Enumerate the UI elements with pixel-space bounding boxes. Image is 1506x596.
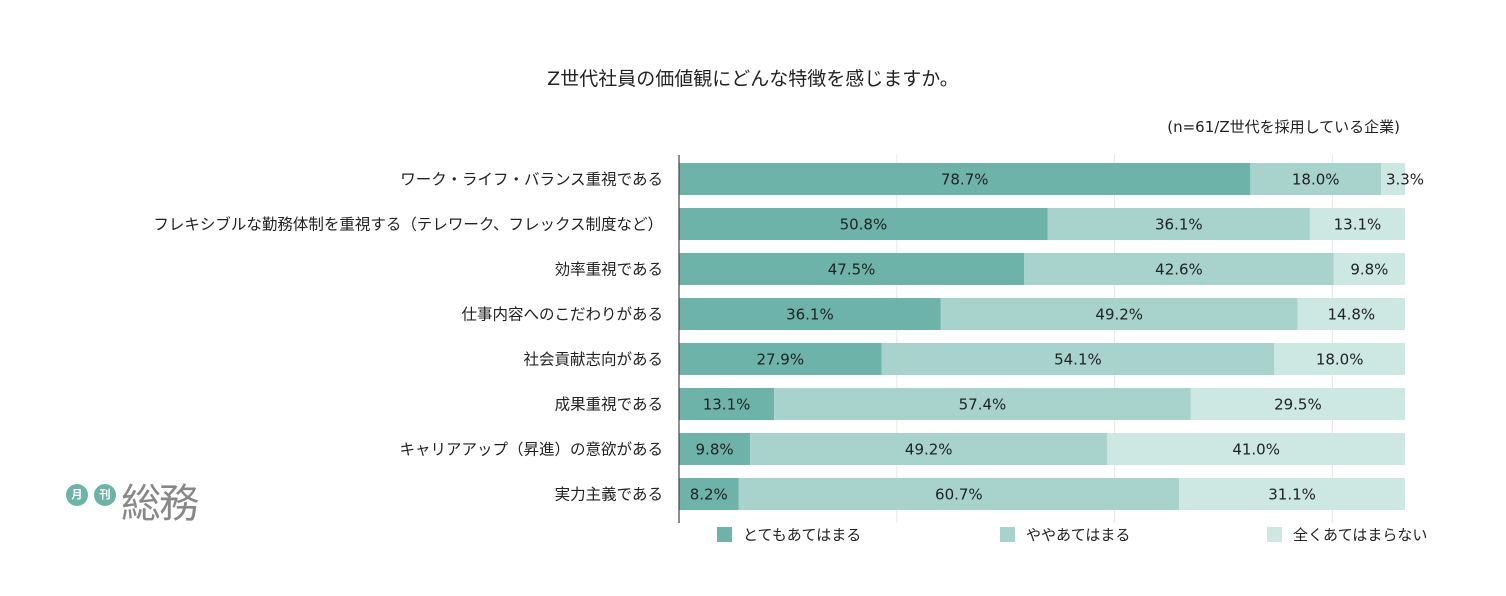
bar-5-2 — [1190, 388, 1405, 420]
data-label-6-2: 41.0% — [1232, 441, 1280, 459]
data-label-3-2: 14.8% — [1328, 306, 1376, 324]
data-label-1-2: 13.1% — [1334, 216, 1382, 234]
bar-7-0 — [679, 478, 739, 510]
bar-2-0 — [679, 253, 1025, 285]
bar-5-0 — [679, 388, 775, 420]
data-label-3-1: 49.2% — [1095, 306, 1143, 324]
category-label-1: フレキシブルな勤務体制を重視する（テレワーク、フレックス制度など） — [153, 215, 663, 234]
category-label-5: 成果重視である — [555, 396, 663, 414]
bar-6-0 — [679, 433, 751, 465]
data-label-6-1: 49.2% — [905, 441, 953, 459]
chart-title: Z世代社員の価値観にどんな特徴を感じますか。 — [547, 68, 959, 90]
data-label-7-0: 8.2% — [690, 486, 728, 504]
category-label-6: キャリアアップ（昇進）の意欲がある — [399, 440, 663, 459]
data-label-6-0: 9.8% — [696, 441, 734, 459]
data-label-0-2: 3.3% — [1386, 171, 1424, 189]
legend-swatch-0 — [717, 527, 732, 542]
bar-3-2 — [1297, 298, 1405, 330]
data-label-0-1: 18.0% — [1292, 171, 1340, 189]
bar-4-2 — [1274, 343, 1405, 375]
data-label-1-0: 50.8% — [840, 216, 888, 234]
bar-3-0 — [679, 298, 941, 330]
data-label-2-0: 47.5% — [828, 261, 876, 279]
sample-note: (n=61/Z世代を採用している企業) — [1167, 118, 1400, 136]
bar-0-0 — [679, 163, 1251, 195]
bar-7-2 — [1179, 478, 1405, 510]
bar-6-2 — [1107, 433, 1405, 465]
bar-5-1 — [774, 388, 1191, 420]
data-label-5-0: 13.1% — [703, 396, 751, 414]
legend-swatch-1 — [1000, 527, 1015, 542]
bar-1-2 — [1309, 208, 1405, 240]
publisher-logo: 月 刊 総務 — [66, 480, 206, 532]
data-label-2-1: 42.6% — [1155, 261, 1203, 279]
data-label-2-2: 9.8% — [1350, 261, 1388, 279]
legend-label-1: ややあてはまる — [1026, 526, 1130, 544]
data-label-5-2: 29.5% — [1274, 396, 1322, 414]
category-label-0: ワーク・ライフ・バランス重視である — [400, 171, 663, 189]
logo-badge-2: 刊 — [94, 484, 116, 506]
bar-7-1 — [738, 478, 1180, 510]
data-label-4-0: 27.9% — [756, 351, 804, 369]
data-label-1-1: 36.1% — [1155, 216, 1203, 234]
data-label-5-1: 57.4% — [959, 396, 1007, 414]
data-label-3-0: 36.1% — [786, 306, 834, 324]
bar-0-2 — [1381, 163, 1405, 195]
bar-4-0 — [679, 343, 882, 375]
legend-label-2: 全くあてはまらない — [1293, 526, 1427, 544]
bar-1-0 — [679, 208, 1048, 240]
bar-3-1 — [940, 298, 1298, 330]
legend-swatch-2 — [1267, 527, 1282, 542]
bar-4-1 — [881, 343, 1275, 375]
bar-1-1 — [1047, 208, 1310, 240]
category-label-2: 効率重視である — [555, 261, 663, 279]
data-label-7-1: 60.7% — [935, 486, 983, 504]
category-label-4: 社会貢献志向がある — [523, 351, 663, 369]
legend-label-0: とてもあてはまる — [743, 526, 861, 544]
logo-badge-1: 月 — [66, 484, 88, 506]
data-label-7-2: 31.1% — [1268, 486, 1316, 504]
category-label-7: 実力主義である — [555, 486, 663, 504]
data-label-0-0: 78.7% — [941, 171, 989, 189]
bar-2-2 — [1333, 253, 1405, 285]
data-label-4-2: 18.0% — [1316, 351, 1364, 369]
bar-2-1 — [1024, 253, 1334, 285]
logo-wordmark: 総務 — [121, 481, 199, 527]
data-label-4-1: 54.1% — [1054, 351, 1102, 369]
bar-6-1 — [750, 433, 1108, 465]
category-label-3: 仕事内容へのこだわりがある — [461, 306, 663, 324]
bar-0-1 — [1250, 163, 1382, 195]
